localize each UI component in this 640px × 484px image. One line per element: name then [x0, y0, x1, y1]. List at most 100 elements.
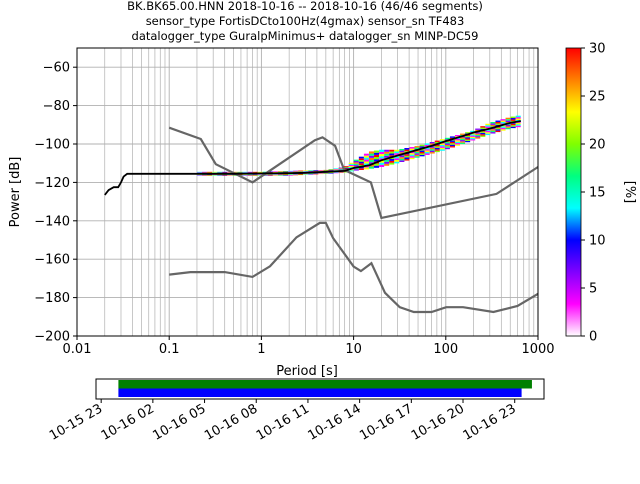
density-cell: [379, 151, 385, 155]
density-cell: [505, 117, 511, 120]
timeline-tick-label: 10-16 11: [254, 401, 312, 443]
density-cell: [368, 160, 375, 163]
timeline-tick-label: 10-16 20: [409, 401, 467, 443]
density-cell: [515, 117, 521, 119]
density-cell: [470, 134, 476, 136]
density-cell: [449, 146, 455, 148]
density-cell: [394, 159, 400, 162]
chart-title-line-2: sensor_type FortisDCto100Hz(4gmax) senso…: [146, 14, 465, 28]
y-tick-label: −100: [34, 138, 70, 153]
density-cell: [510, 123, 516, 126]
density-cell: [247, 172, 253, 173]
density-cell: [429, 141, 435, 144]
density-cell: [439, 149, 445, 151]
timeline-tick-label: 10-16 08: [202, 401, 260, 443]
y-tick-label: −60: [43, 61, 70, 76]
y-axis-ticks: −60 −80 −100 −120 −140 −160 −180 −200: [34, 61, 77, 345]
density-cell: [247, 174, 253, 176]
density-cell: [368, 155, 375, 158]
density-cell: [262, 171, 268, 173]
series-line-mode: [104, 120, 521, 196]
density-cell: [348, 162, 354, 164]
density-cell: [460, 133, 466, 135]
density-cell: [318, 173, 324, 175]
density-cell: [465, 138, 471, 140]
density-cell: [267, 171, 273, 173]
plot-area: [77, 48, 538, 336]
density-cell: [272, 171, 278, 173]
density-cell: [500, 129, 506, 131]
density-cell: [444, 142, 450, 144]
density-cell: [217, 172, 223, 173]
density-cell: [439, 147, 445, 150]
density-cell: [348, 166, 354, 168]
density-cell: [338, 168, 344, 169]
density-cell: [328, 172, 334, 174]
density-cell: [298, 171, 304, 172]
density-cell: [454, 143, 461, 145]
density-cell: [485, 130, 491, 133]
density-cell: [288, 171, 294, 173]
density-cell: [424, 143, 430, 145]
density-cell: [414, 146, 420, 148]
density-cell: [303, 173, 309, 175]
density-cell: [434, 144, 440, 147]
density-cell: [379, 156, 385, 159]
density-cell: [465, 135, 471, 138]
density-cell: [465, 132, 471, 134]
density-cell: [454, 134, 461, 137]
density-cell: [515, 122, 521, 125]
density-cell: [252, 171, 258, 173]
density-cell: [222, 174, 228, 176]
density-cell: [196, 172, 203, 173]
density-cell: [389, 149, 395, 152]
density-cell: [318, 170, 324, 172]
density-cell: [363, 163, 369, 166]
x-tick-label: 10: [345, 342, 362, 357]
density-cell: [379, 164, 385, 167]
density-cell: [449, 143, 455, 145]
density-cell: [202, 172, 208, 173]
density-cell: [379, 162, 385, 165]
density-cell: [515, 115, 521, 118]
density-cell: [475, 132, 481, 134]
density-cell: [313, 170, 319, 172]
density-cell: [303, 174, 309, 175]
density-cell: [510, 116, 516, 119]
density-cell: [429, 146, 435, 148]
density-cell: [384, 161, 390, 164]
density-cell: [444, 137, 450, 140]
density-cell: [394, 161, 400, 164]
colorbar-tick-label: 0: [589, 330, 597, 345]
timeline-tick-label: 10-16 23: [461, 401, 519, 443]
density-cell: [353, 169, 359, 171]
density-cell: [409, 148, 415, 151]
density-cell: [399, 150, 405, 153]
density-cell: [505, 126, 511, 128]
density-cell: [338, 167, 344, 169]
density-cell: [510, 125, 516, 127]
density-cell: [212, 171, 218, 173]
colorbar-tick-label: 10: [589, 234, 606, 249]
density-cell: [394, 158, 400, 160]
density-cell: [404, 154, 410, 156]
density-cell: [374, 157, 380, 160]
density-cell: [460, 141, 466, 143]
y-axis-label: Power [dB]: [8, 157, 23, 228]
density-cell: [414, 153, 420, 155]
density-cell: [374, 152, 380, 155]
density-cell: [409, 153, 415, 155]
density-cell: [485, 132, 491, 134]
density-cell: [303, 171, 309, 173]
timeline-tick-label: 10-15 23: [47, 401, 105, 443]
density-cell: [424, 144, 430, 147]
density-cell: [358, 158, 364, 160]
density-cell: [465, 139, 471, 141]
density-cell: [358, 159, 364, 162]
density-cell: [353, 159, 359, 162]
density-cell: [298, 174, 304, 176]
density-cell: [242, 174, 248, 176]
density-cell: [318, 173, 324, 174]
density-cell: [500, 126, 506, 128]
